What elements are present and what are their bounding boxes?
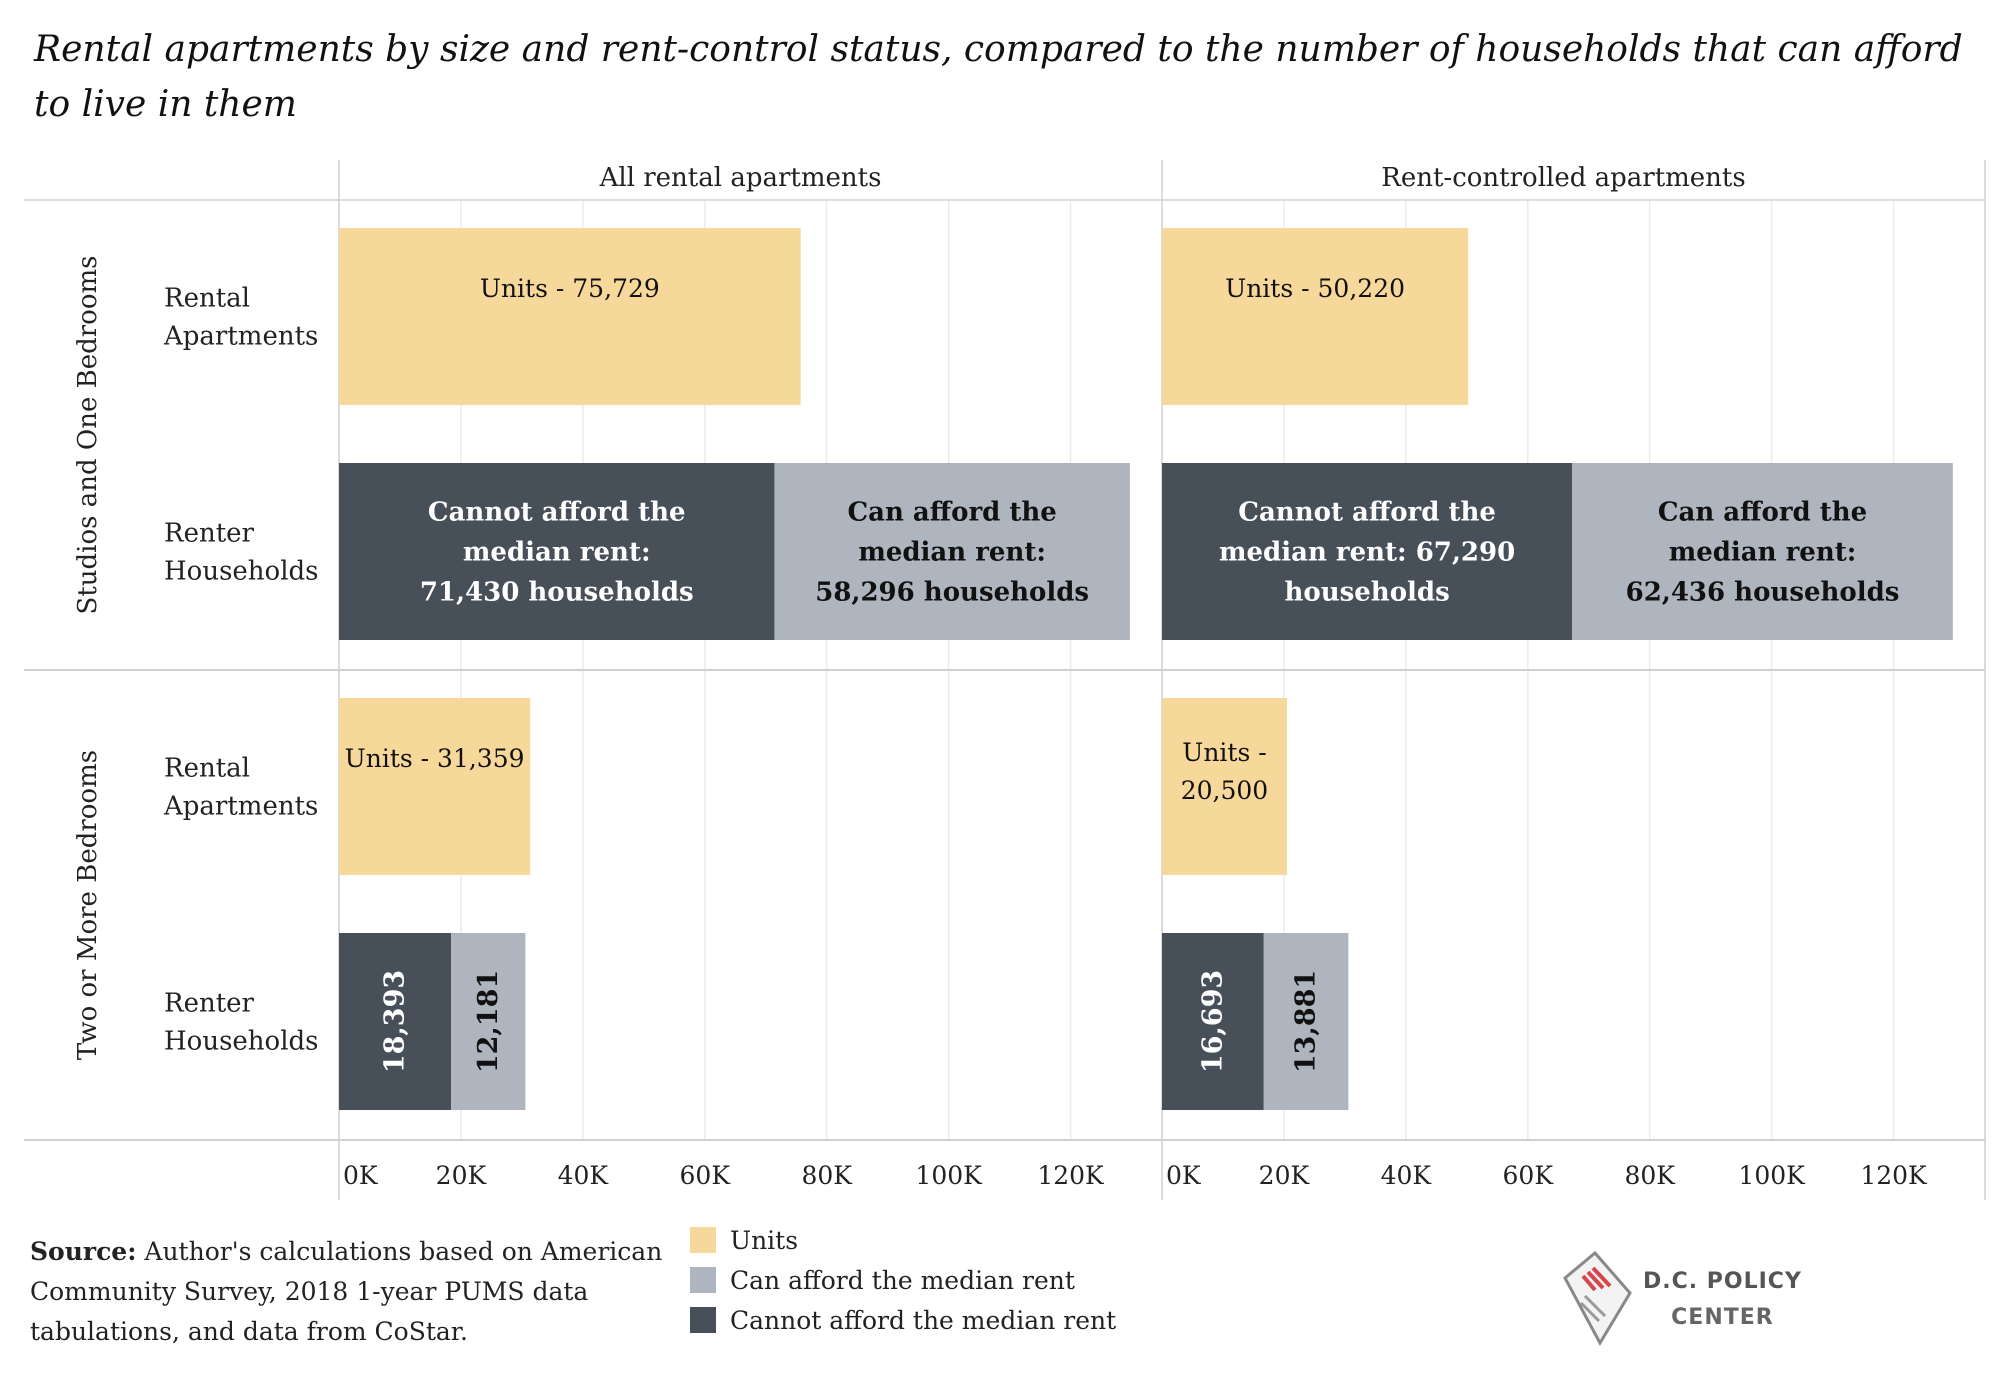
logo-line1: D.C. POLICY — [1643, 1269, 1802, 1294]
row-group-label: Studios and One Bedrooms — [73, 256, 103, 615]
chart-title: Rental apartments by size and rent-contr… — [34, 29, 1963, 125]
dc-map-icon — [1563, 1250, 1632, 1347]
logo-line2: CENTER — [1671, 1305, 1774, 1330]
source-text: Author's calculations based on American … — [30, 1237, 663, 1346]
bar-units — [1162, 228, 1469, 405]
legend-label-can-afford: Can afford the median rent — [730, 1265, 1075, 1295]
bar-units — [339, 228, 801, 405]
bar-can — [1263, 933, 1349, 1110]
bar-can — [1572, 463, 1953, 640]
row-group-label: Two or More Bedrooms — [73, 750, 103, 1060]
tick-label: 120K — [1037, 1161, 1105, 1190]
data-label: Can afford the median rent: 58,296 househo… — [815, 498, 1089, 608]
legend-item-can-afford: Can afford the median rent — [690, 1260, 1116, 1300]
data-label: 18,393 — [380, 970, 411, 1073]
legend: Units Can afford the median rent Cannot … — [690, 1220, 1116, 1340]
logo-text: D.C. POLICY CENTER — [1643, 1264, 1802, 1336]
bar-cannot — [339, 463, 775, 640]
tick-label: 80K — [801, 1161, 853, 1190]
bar-cannot — [1162, 933, 1264, 1110]
data-label: Units - 75,729 — [480, 274, 660, 303]
dc-policy-center-logo: D.C. POLICY CENTER — [1555, 1248, 1815, 1348]
bar-cannot — [1162, 463, 1573, 640]
tick-label: 60K — [680, 1161, 732, 1190]
bar-units — [1162, 698, 1287, 875]
legend-item-cannot-afford: Cannot afford the median rent — [690, 1300, 1116, 1340]
tick-label: 40K — [558, 1161, 610, 1190]
tick-label: 80K — [1624, 1161, 1676, 1190]
legend-label-units: Units — [730, 1225, 799, 1255]
legend-label-cannot-afford: Cannot afford the median rent — [730, 1305, 1117, 1335]
bar-cannot — [339, 933, 452, 1110]
panel-header: All rental apartments — [599, 163, 882, 193]
tick-label: 0K — [1166, 1161, 1202, 1190]
tick-label: 120K — [1860, 1161, 1928, 1190]
data-label: Can afford the median rent: 62,436 househo… — [1626, 498, 1900, 608]
bar-can — [774, 463, 1130, 640]
tick-label: 100K — [915, 1161, 983, 1190]
tick-label: 20K — [1259, 1161, 1311, 1190]
data-label: 16,693 — [1197, 970, 1228, 1073]
row-label: Renter Households — [164, 989, 319, 1057]
data-label: Units -20,500 — [1181, 738, 1268, 805]
tick-label: 0K — [343, 1161, 379, 1190]
tick-label: 60K — [1503, 1161, 1555, 1190]
legend-item-units: Units — [690, 1220, 1116, 1260]
data-label: 12,181 — [473, 970, 504, 1073]
tick-label: 100K — [1738, 1161, 1806, 1190]
bar-can — [451, 933, 526, 1110]
data-label: Cannot afford the median rent: 67,290 hous… — [1219, 498, 1515, 608]
legend-swatch-units — [690, 1227, 716, 1253]
data-label: Units - 50,220 — [1225, 274, 1405, 303]
row-label: Rental Apartments — [163, 284, 318, 352]
data-label: Units - 31,359 — [345, 744, 525, 773]
tick-label: 20K — [436, 1161, 488, 1190]
bar-units — [339, 698, 531, 875]
row-label: Renter Households — [164, 519, 319, 587]
data-label: Cannot afford the median rent: 71,430 hous… — [420, 498, 694, 608]
legend-swatch-cannot-afford — [690, 1307, 716, 1333]
source-note: Source: Author's calculations based on A… — [30, 1232, 680, 1352]
panel-header: Rent-controlled apartments — [1381, 163, 1745, 193]
row-label: Rental Apartments — [163, 754, 318, 822]
data-label: 13,881 — [1291, 970, 1322, 1073]
tick-label: 40K — [1381, 1161, 1433, 1190]
source-label: Source: — [30, 1237, 137, 1266]
legend-swatch-can-afford — [690, 1267, 716, 1293]
